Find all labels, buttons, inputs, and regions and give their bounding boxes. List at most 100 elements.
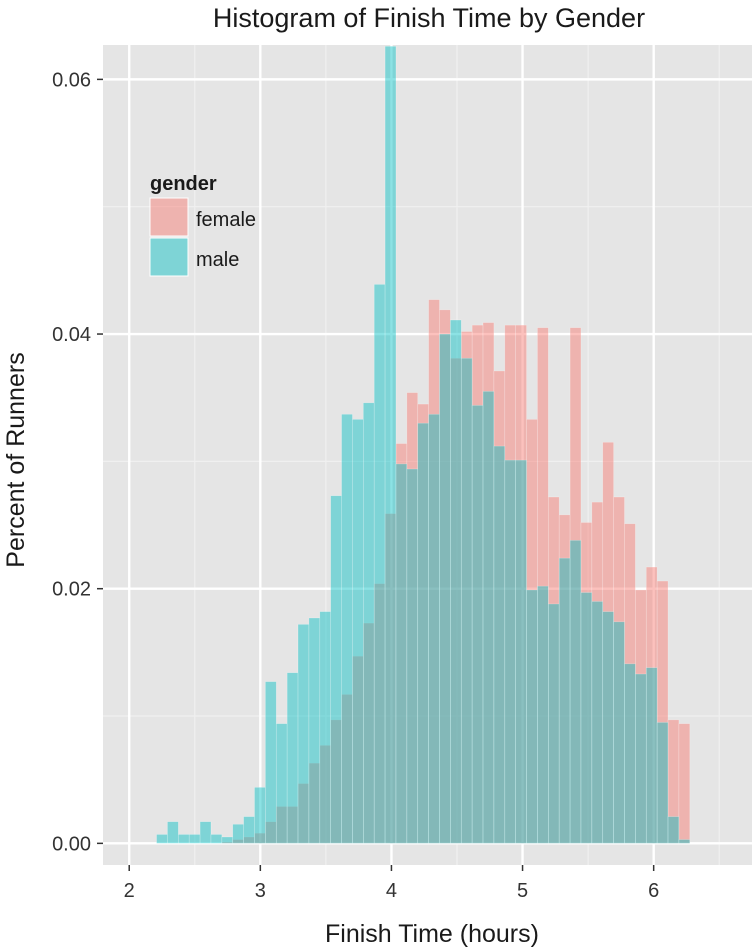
bar-female	[363, 622, 375, 844]
bar-male	[569, 540, 582, 844]
bar-male	[243, 816, 255, 844]
bar-female	[406, 392, 419, 844]
bar-female	[678, 723, 691, 844]
bar-male	[439, 333, 451, 844]
bar-male	[591, 601, 604, 844]
legend-key-male	[149, 237, 189, 277]
bar-male	[308, 617, 321, 844]
bar-male	[395, 463, 408, 844]
bar-male	[319, 611, 331, 844]
male-bars	[156, 45, 691, 844]
bar-male	[330, 495, 342, 844]
minor-gridlines	[103, 45, 752, 865]
bar-male	[406, 468, 419, 844]
bar-female	[308, 762, 321, 844]
y-axis-label: Percent of Runners	[2, 352, 30, 567]
bar-female	[428, 299, 440, 844]
bar-male	[602, 611, 614, 844]
bar-female	[352, 655, 364, 844]
bar-female	[635, 589, 647, 844]
bar-female	[341, 694, 353, 844]
bar-male	[210, 834, 223, 844]
bar-male	[417, 422, 429, 844]
bar-male	[548, 603, 560, 844]
y-tick-label: 0.06	[52, 69, 91, 91]
y-tick-label: 0.00	[52, 833, 91, 855]
bar-male	[265, 681, 277, 844]
bar-male	[537, 585, 549, 844]
bar-female	[232, 839, 244, 844]
bar-male	[482, 391, 495, 844]
bar-female	[319, 745, 331, 844]
bar-female	[667, 719, 680, 844]
axis-ticks: 2 3 4 5 6 0.00 0.02 0.04 0.06	[52, 69, 659, 902]
bar-female	[493, 370, 506, 844]
bar-male	[624, 663, 636, 844]
bar-female	[395, 443, 408, 844]
legend-title: gender	[150, 173, 217, 195]
bar-male	[373, 284, 386, 844]
bar-female	[613, 496, 625, 844]
bar-female	[645, 566, 658, 844]
legend-label-male: male	[196, 249, 239, 271]
x-tick-label: 4	[386, 880, 397, 902]
bar-female	[569, 327, 582, 844]
bar-female	[537, 327, 549, 844]
bar-male	[515, 459, 527, 844]
bar-male	[232, 823, 244, 844]
bar-female	[330, 719, 342, 844]
bar-female	[656, 580, 669, 844]
bar-female	[591, 501, 604, 844]
bar-female	[297, 783, 310, 844]
bar-male	[558, 557, 571, 844]
bar-male	[526, 589, 538, 844]
bar-female	[548, 496, 560, 844]
bar-female	[482, 322, 495, 844]
y-tick-label: 0.04	[52, 324, 91, 346]
bar-male	[199, 821, 212, 844]
y-tick-label: 0.02	[52, 579, 91, 601]
bar-male	[363, 402, 375, 844]
legend-label-female: female	[196, 209, 256, 231]
bar-female	[286, 806, 299, 844]
bar-male	[656, 722, 669, 844]
bar-male	[188, 834, 201, 844]
bar-male	[450, 319, 462, 844]
bar-male	[667, 816, 680, 844]
x-tick-label: 3	[255, 880, 266, 902]
bar-female	[624, 523, 636, 844]
bar-male	[645, 667, 658, 844]
legend-key-female	[149, 197, 189, 237]
bar-male	[504, 459, 516, 844]
bar-male	[493, 445, 506, 844]
bar-male	[471, 405, 484, 844]
bar-male	[221, 836, 234, 844]
bar-female	[580, 522, 593, 844]
bar-male	[156, 834, 168, 844]
bar-female	[373, 583, 386, 844]
bar-female	[221, 841, 234, 844]
x-axis-label: Finish Time (hours)	[325, 920, 539, 948]
bar-male	[178, 834, 190, 844]
bar-male	[254, 787, 266, 844]
major-gridlines	[103, 45, 752, 865]
x-tick-label: 5	[517, 880, 528, 902]
bar-female	[515, 324, 527, 844]
bar-male	[341, 413, 353, 844]
chart-title: Histogram of Finish Time by Gender	[213, 3, 645, 33]
bar-female	[450, 357, 462, 844]
bar-male	[384, 45, 397, 844]
bar-female	[526, 419, 538, 844]
female-bars	[221, 299, 691, 844]
x-tick-label: 6	[648, 880, 659, 902]
bar-female	[558, 514, 571, 844]
bar-female	[471, 324, 484, 844]
bar-female	[243, 836, 255, 844]
legend: gender female male	[149, 173, 256, 277]
bar-male	[428, 413, 440, 844]
bar-female	[504, 324, 516, 844]
bar-male	[275, 723, 288, 844]
bar-female	[275, 806, 288, 844]
bar-male	[678, 839, 691, 844]
